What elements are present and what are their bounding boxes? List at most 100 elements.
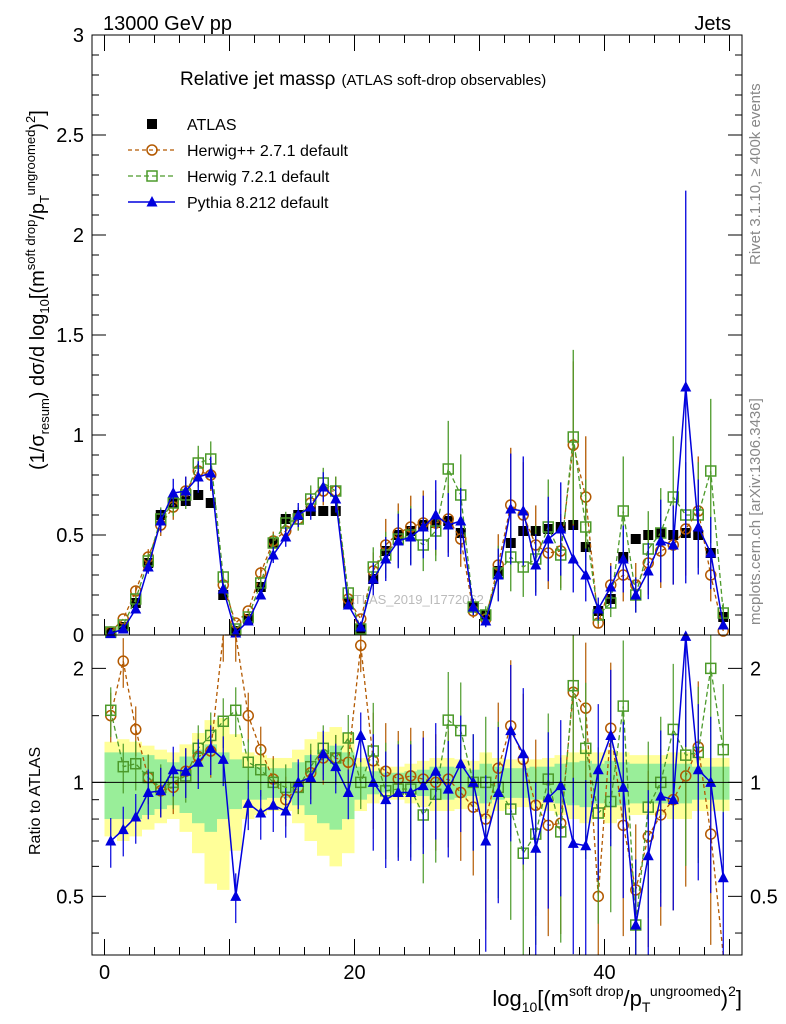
main-axis-ticks: 0 0.5 1 1.5 2 2.5 3	[56, 25, 742, 647]
data-point	[617, 505, 629, 517]
ratio-point	[567, 679, 579, 692]
data-point	[205, 498, 216, 508]
data-point	[205, 467, 217, 478]
data-point	[717, 607, 729, 619]
ratio-y-tick-label-right: 1	[750, 772, 761, 794]
data-point	[567, 431, 579, 443]
chart-title: Relative jet massρ (ATLAS soft-drop obser…	[180, 69, 546, 90]
ratio-point	[242, 709, 254, 722]
ratio-y-tick-label-right: 2	[750, 658, 761, 680]
ratio-point	[580, 742, 592, 755]
ratio-point	[205, 742, 217, 753]
category-label: Jets	[694, 13, 731, 35]
x-label-log: log	[492, 986, 521, 1011]
data-point	[142, 561, 154, 572]
data-point	[218, 590, 229, 600]
ratio-point	[655, 790, 667, 801]
ratio-point	[105, 835, 117, 846]
data-point	[130, 603, 142, 614]
ratio-point	[542, 791, 554, 803]
ratio-point	[717, 743, 729, 756]
ratio-point	[505, 724, 517, 736]
legend-marker	[146, 144, 158, 156]
x-label-sup-2: ungroomed	[650, 983, 721, 999]
x-label-sub-10: 10	[522, 999, 538, 1015]
y-label-part-5: )	[27, 123, 49, 130]
y-tick-label: 0.5	[56, 525, 84, 547]
ratio-point	[117, 655, 129, 667]
y-tick-label: 2.5	[56, 125, 84, 147]
data-point	[480, 615, 492, 626]
data-point	[542, 533, 554, 544]
ratio-point	[455, 757, 467, 769]
y-label-sup-1: soft drop	[23, 220, 38, 271]
data-point	[567, 553, 579, 564]
data-point	[342, 599, 354, 610]
ratio-point	[580, 839, 592, 851]
ratio-point	[380, 793, 392, 805]
ratio-point	[605, 729, 617, 740]
data-point	[667, 491, 679, 503]
data-point	[417, 521, 429, 532]
legend-marker	[147, 119, 157, 129]
ratio-band-inner	[104, 752, 117, 820]
data-point	[442, 463, 454, 475]
ratio-point	[255, 807, 267, 818]
data-point	[267, 549, 279, 560]
y-label-part-4: /p	[27, 203, 49, 220]
main-series-group	[105, 190, 729, 639]
legend-label: Pythia 8.212 default	[187, 195, 329, 212]
data-point	[517, 505, 529, 516]
x-label-close: ]	[736, 986, 742, 1011]
data-point	[555, 523, 567, 534]
ratio-point	[330, 760, 342, 772]
ratio-line	[110, 668, 724, 926]
x-label-end: )	[721, 986, 728, 1011]
data-point	[630, 589, 642, 600]
ratio-y-tick-label-right: 0.5	[750, 886, 778, 908]
ratio-point	[117, 823, 129, 835]
ratio-y-tick-label: 2	[73, 658, 84, 680]
y-label-part-1: (1/σ	[27, 434, 49, 470]
ratio-point	[292, 776, 304, 787]
side-label-top: Rivet 3.1.10, ≥ 400k events	[747, 83, 764, 265]
x-axis-label: log10[(msoft drop/pTungroomed)2]	[492, 983, 742, 1015]
data-point	[193, 490, 204, 500]
ratio-point	[155, 784, 167, 796]
data-point	[467, 601, 479, 612]
y-label-sub-1: resum	[37, 398, 52, 434]
ratio-band-inner	[204, 744, 217, 832]
ratio-point	[705, 776, 717, 787]
data-point	[655, 535, 667, 546]
ratio-point	[617, 781, 629, 792]
data-point	[380, 553, 392, 564]
ratio-point	[130, 811, 142, 822]
data-point	[117, 623, 129, 634]
ratio-band-inner	[629, 763, 642, 804]
data-point	[167, 487, 179, 498]
data-point	[318, 506, 329, 516]
ratio-point	[255, 763, 267, 776]
ratio-point	[630, 919, 642, 930]
ratio-point	[192, 756, 204, 767]
data-point	[630, 534, 641, 544]
data-point	[255, 577, 267, 589]
series-line	[110, 386, 724, 635]
y-label-part-6: ]	[27, 110, 49, 116]
y-axis-label: (1/σresum) dσ/d log10[(msoft drop/pTungr…	[23, 110, 52, 470]
ratio-point	[717, 871, 729, 883]
ratio-point	[467, 776, 479, 787]
legend-label: ATLAS	[187, 117, 237, 134]
chart-subtitle: (ATLAS soft-drop observables)	[341, 72, 546, 89]
legend-label: Herwig 7.2.1 default	[187, 169, 330, 186]
y-tick-label: 1	[73, 425, 84, 447]
x-tick-label: 40	[593, 962, 615, 984]
data-point	[505, 503, 517, 514]
ratio-point	[392, 786, 404, 798]
series-atlas	[105, 490, 729, 638]
watermark: ATLAS_2019_I1772062	[346, 592, 484, 607]
data-point	[367, 573, 379, 584]
data-point	[430, 509, 442, 520]
data-point	[217, 583, 229, 594]
data-point	[355, 621, 367, 632]
